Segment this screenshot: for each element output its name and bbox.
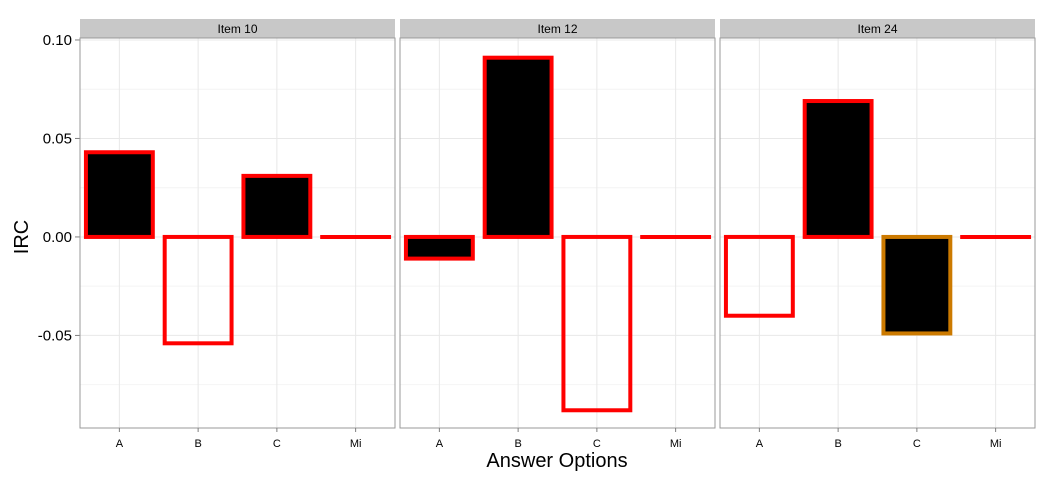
- x-tick-label: A: [756, 438, 764, 450]
- x-tick-label: A: [116, 438, 124, 450]
- y-tick-label: 0.10: [43, 32, 72, 49]
- y-axis-title: IRC: [11, 220, 33, 254]
- facet-panel: Item 10 A B C Mi: [79, 19, 396, 450]
- x-tick-label: C: [593, 438, 601, 450]
- x-tick-label: B: [834, 438, 841, 450]
- y-tick-label: 0.00: [43, 229, 72, 246]
- facet-title: Item 12: [537, 22, 577, 36]
- x-tick-label: B: [514, 438, 521, 450]
- panel-border: [399, 37, 716, 429]
- facet-strip: [720, 19, 1035, 38]
- x-axis-title: Answer Options: [486, 450, 627, 472]
- facet-title: Item 24: [857, 22, 897, 36]
- bar-A: [723, 234, 795, 318]
- x-tick-label: C: [913, 438, 921, 450]
- facet-strip: [80, 19, 395, 38]
- x-tick-label: B: [194, 438, 201, 450]
- panel-border: [79, 37, 396, 429]
- facet-title: Item 10: [217, 22, 257, 36]
- bar-B: [162, 234, 234, 346]
- bar-C: [881, 234, 953, 336]
- facet-panel: Item 24 A B C Mi: [719, 19, 1036, 450]
- bar-B: [802, 99, 874, 239]
- x-tick-label: A: [436, 438, 444, 450]
- panel-border: [719, 37, 1036, 429]
- facet-strip: [400, 19, 715, 38]
- bar-C: [241, 173, 313, 239]
- x-tick-label: Mi: [670, 438, 682, 450]
- x-tick-label: Mi: [350, 438, 362, 450]
- y-tick-label: -0.05: [38, 327, 72, 344]
- x-tick-label: Mi: [990, 438, 1002, 450]
- y-tick-label: 0.05: [43, 130, 72, 147]
- x-tick-label: C: [273, 438, 281, 450]
- bar-A: [403, 234, 475, 261]
- facet-panel: Item 12 A B C Mi: [399, 19, 716, 450]
- bar-B: [482, 55, 554, 239]
- bar-A: [83, 150, 155, 239]
- bar-C: [561, 234, 633, 413]
